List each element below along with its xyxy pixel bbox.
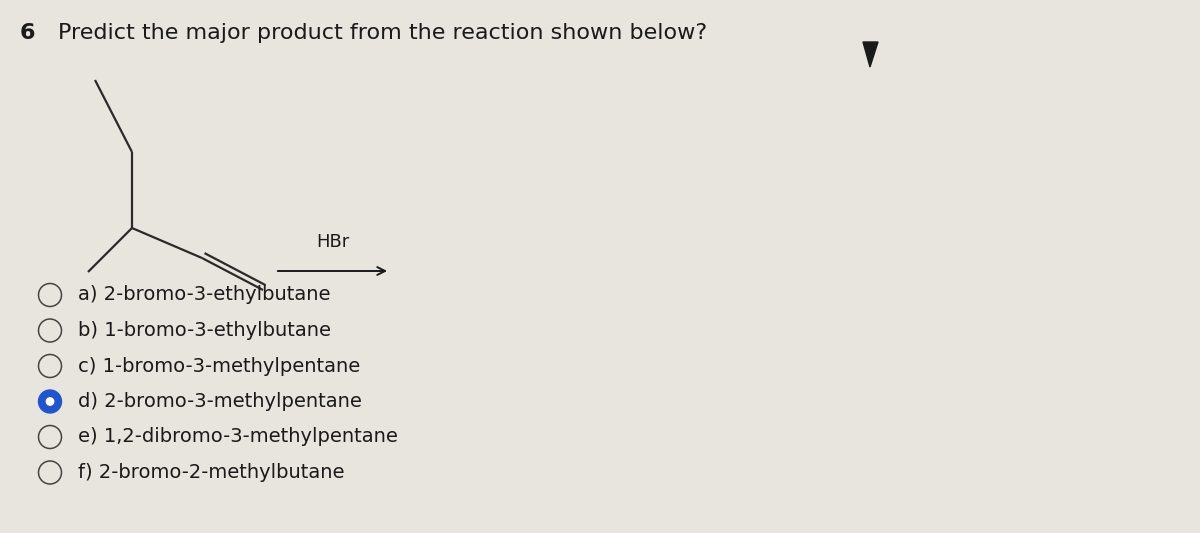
Text: HBr: HBr bbox=[316, 233, 349, 251]
Text: 6: 6 bbox=[20, 23, 36, 43]
Text: Predict the major product from the reaction shown below?: Predict the major product from the react… bbox=[58, 23, 707, 43]
Circle shape bbox=[47, 398, 54, 405]
Text: a) 2-bromo-3-ethylbutane: a) 2-bromo-3-ethylbutane bbox=[78, 286, 330, 304]
Text: b) 1-bromo-3-ethylbutane: b) 1-bromo-3-ethylbutane bbox=[78, 321, 331, 340]
Text: c) 1-bromo-3-methylpentane: c) 1-bromo-3-methylpentane bbox=[78, 357, 360, 376]
Text: f) 2-bromo-2-methylbutane: f) 2-bromo-2-methylbutane bbox=[78, 463, 344, 482]
Polygon shape bbox=[863, 42, 878, 67]
Text: d) 2-bromo-3-methylpentane: d) 2-bromo-3-methylpentane bbox=[78, 392, 362, 411]
Text: e) 1,2-dibromo-3-methylpentane: e) 1,2-dibromo-3-methylpentane bbox=[78, 427, 398, 447]
Circle shape bbox=[38, 390, 61, 413]
